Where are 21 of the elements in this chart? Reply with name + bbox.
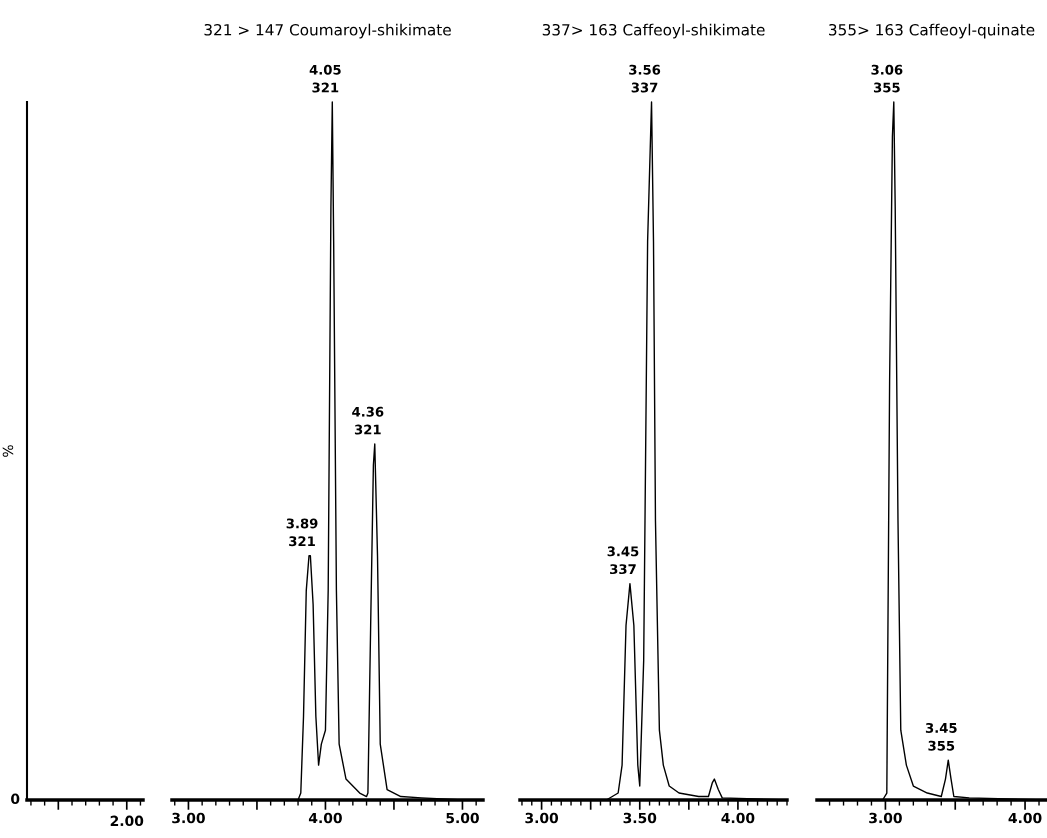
x-tick-label: 4.00 [721,812,755,824]
chart-title: 321 > 147 Coumaroyl-shikimate [204,23,451,39]
x-tick-label: 5.00 [446,812,479,824]
annotation: 3.45 355 [925,722,957,751]
text: 2.00 [110,815,144,827]
annotation: 4.36 321 [352,406,384,435]
chart-title: 337> 163 Caffeoyl-shikimate [542,23,765,39]
annotation: 3.89 321 [286,518,318,547]
annotation: 3.45 337 [607,546,639,575]
x-tick-label: 4.00 [308,812,342,824]
annotation: 3.06 355 [871,64,903,93]
annotation: 4.05 321 [309,64,341,93]
chart-title: 355> 163 Caffeoyl-quinate [829,23,1035,39]
x-tick-label: 3.00 [525,812,559,824]
x-tick-label: 3.00 [172,812,205,824]
text: 0 [11,793,20,805]
x-tick-label: 3.50 [623,812,657,824]
x-tick-label: 4.00 [1008,812,1042,824]
annotation: 3.56 337 [629,64,661,93]
text: % [2,445,14,457]
x-tick-label: 3.00 [869,812,902,824]
